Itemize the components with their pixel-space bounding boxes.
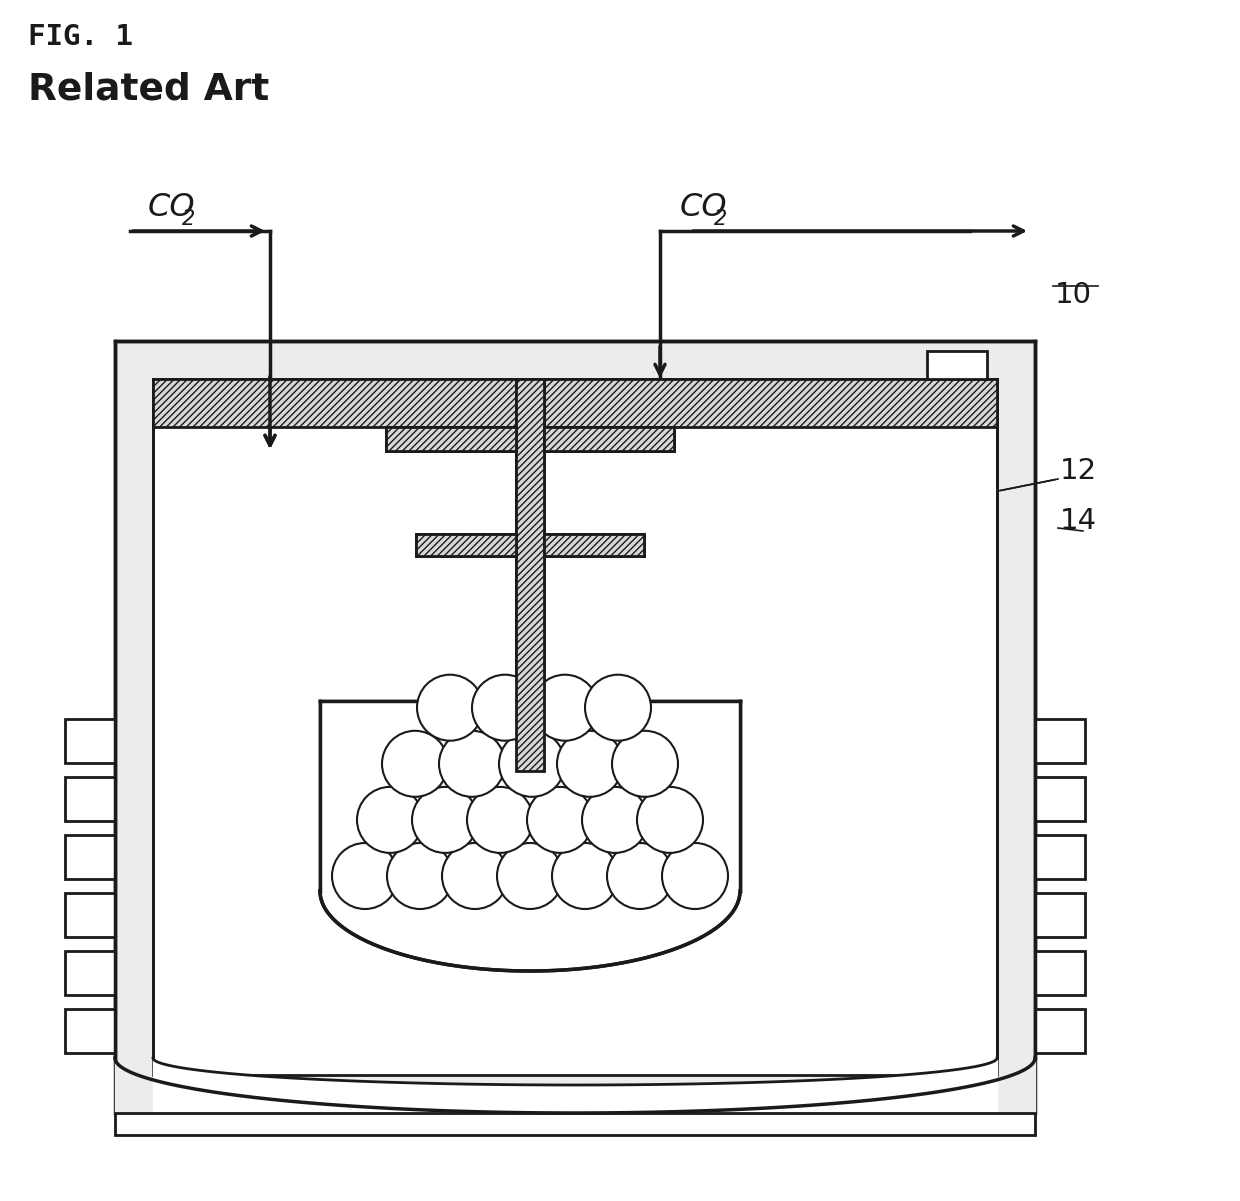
Bar bbox=[415, 534, 516, 556]
Circle shape bbox=[439, 730, 505, 796]
Bar bbox=[544, 534, 644, 556]
Bar bbox=[64, 1009, 115, 1053]
Text: FIG. 1: FIG. 1 bbox=[29, 23, 133, 50]
Circle shape bbox=[332, 843, 398, 909]
Bar bbox=[1035, 835, 1085, 879]
Bar bbox=[153, 380, 997, 1075]
Circle shape bbox=[557, 730, 622, 796]
Text: 2: 2 bbox=[182, 209, 195, 229]
Bar bbox=[64, 835, 115, 879]
Bar bbox=[386, 428, 516, 452]
Circle shape bbox=[417, 675, 484, 741]
Bar bbox=[64, 777, 115, 821]
Bar bbox=[386, 428, 516, 452]
Circle shape bbox=[582, 787, 649, 853]
Circle shape bbox=[467, 787, 533, 853]
Text: CO: CO bbox=[148, 192, 196, 223]
Circle shape bbox=[585, 675, 651, 741]
Circle shape bbox=[613, 730, 678, 796]
Bar bbox=[115, 341, 1035, 1113]
Text: 10: 10 bbox=[1055, 281, 1092, 309]
Circle shape bbox=[527, 787, 593, 853]
Circle shape bbox=[662, 843, 728, 909]
Bar bbox=[115, 1113, 1035, 1135]
Bar bbox=[1035, 894, 1085, 937]
Bar bbox=[544, 428, 675, 452]
Circle shape bbox=[472, 675, 538, 741]
Circle shape bbox=[382, 730, 448, 796]
Bar bbox=[1035, 1009, 1085, 1053]
Text: CO: CO bbox=[680, 192, 728, 223]
Bar bbox=[544, 534, 644, 556]
Bar bbox=[415, 534, 516, 556]
Circle shape bbox=[552, 843, 618, 909]
Bar bbox=[1035, 777, 1085, 821]
Bar bbox=[64, 719, 115, 763]
Circle shape bbox=[637, 787, 703, 853]
Text: 12: 12 bbox=[1060, 458, 1097, 485]
Circle shape bbox=[498, 730, 565, 796]
Bar bbox=[516, 380, 544, 771]
Text: 2: 2 bbox=[714, 209, 727, 229]
Bar bbox=[928, 351, 987, 380]
Circle shape bbox=[412, 787, 477, 853]
Text: Related Art: Related Art bbox=[29, 71, 269, 107]
Bar bbox=[64, 951, 115, 994]
Bar bbox=[1035, 719, 1085, 763]
Circle shape bbox=[357, 787, 423, 853]
Circle shape bbox=[497, 843, 563, 909]
Text: 14: 14 bbox=[1060, 507, 1097, 534]
Bar bbox=[153, 380, 997, 428]
Bar bbox=[64, 894, 115, 937]
Circle shape bbox=[441, 843, 508, 909]
Circle shape bbox=[387, 843, 453, 909]
Bar bbox=[1035, 951, 1085, 994]
Bar bbox=[516, 380, 544, 771]
Circle shape bbox=[532, 675, 598, 741]
Circle shape bbox=[608, 843, 673, 909]
Bar bbox=[544, 428, 675, 452]
